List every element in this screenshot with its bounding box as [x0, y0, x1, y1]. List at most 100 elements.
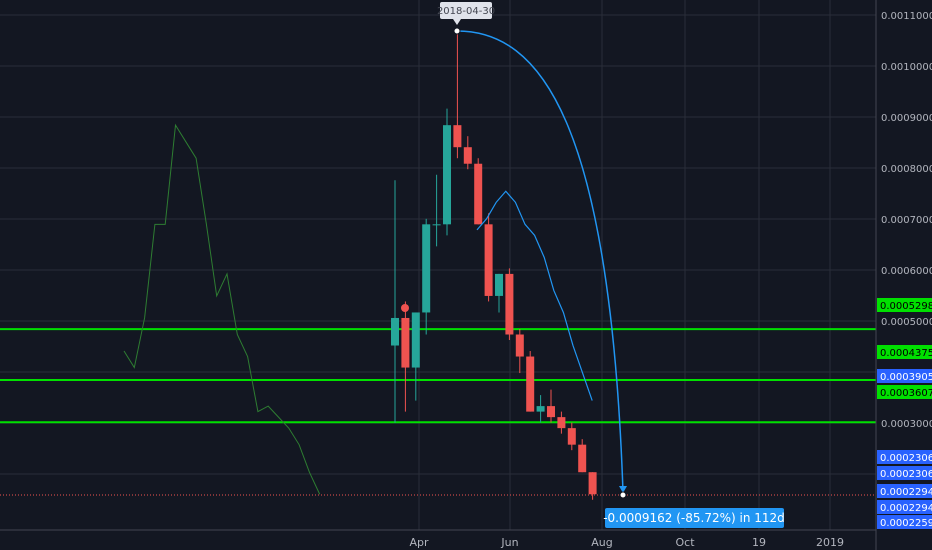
price-label: 0.0002294 [877, 484, 932, 498]
price-label: 0.0002306 [877, 466, 932, 480]
start-date-text: 2018-04-30 [437, 6, 495, 17]
price-label-bg [877, 466, 932, 480]
candle [557, 411, 566, 434]
candle-body [453, 125, 462, 148]
blue-moving-average [476, 190, 593, 401]
candle [578, 439, 587, 473]
candle [588, 472, 597, 500]
price-label-text: 0.0002294 [880, 487, 932, 498]
price-axis-ticks: 0.0011000 0.0010000 0.0009000 0.0008000 0.00… [881, 11, 932, 430]
x-tick-label: 2019 [816, 536, 844, 549]
price-label-bg [877, 450, 932, 464]
arc-start-point[interactable] [453, 27, 461, 35]
candle [547, 389, 555, 423]
candle [411, 312, 420, 401]
y-tick-label: 0.0006000 [881, 266, 932, 277]
candle [495, 273, 503, 313]
candle-body [463, 147, 472, 164]
y-tick-label: 0.0010000 [881, 62, 932, 73]
candle [505, 268, 514, 341]
candle-body [567, 428, 576, 445]
price-label-text: 0.0005298 [880, 301, 932, 312]
green-ma-line [123, 123, 321, 495]
candle-body [578, 444, 587, 473]
price-label: 0.0004375 [877, 345, 932, 359]
price-label-bg [877, 298, 932, 312]
price-label-text: 0.0002259 [880, 518, 932, 529]
price-label-text: 0.0002306 [880, 469, 932, 480]
candle-body [411, 312, 420, 368]
candle-body [432, 224, 441, 226]
candle-body [443, 125, 451, 225]
candle [463, 136, 472, 170]
candles [391, 31, 597, 500]
candle [484, 213, 493, 302]
price-label-bg [877, 385, 932, 399]
price-axis-labels: 0.0005298 0.0004375 0.0003905 0.0003607 0.00… [877, 298, 932, 529]
candle [432, 174, 441, 247]
price-label-bg [877, 369, 932, 383]
candle [453, 31, 462, 159]
x-tick-label: Aug [591, 536, 612, 549]
price-label: 0.0003607 [877, 385, 932, 399]
price-label-text: 0.0002306 [880, 453, 932, 464]
candle-body [526, 356, 535, 412]
candle-body [536, 406, 545, 412]
candle [443, 108, 451, 236]
candle [401, 301, 410, 412]
blue-ma-line [476, 190, 593, 401]
x-tick-label: 19 [752, 536, 766, 549]
candle-body [422, 224, 431, 313]
y-tick-label: 0.0008000 [881, 164, 932, 175]
candle-body [547, 406, 555, 418]
x-tick-label: Apr [409, 536, 429, 549]
candle-body [495, 273, 503, 296]
candle [474, 158, 483, 225]
price-label-text: 0.0003905 [880, 372, 932, 383]
x-tick-label: Jun [500, 536, 518, 549]
y-tick-label: 0.0011000 [881, 11, 932, 22]
candle [515, 328, 524, 374]
y-tick-label: 0.0005000 [881, 317, 932, 328]
candle-body [557, 417, 566, 429]
candle-body [515, 334, 524, 357]
price-label-text: 0.0004375 [880, 348, 932, 359]
price-label-bg [877, 515, 932, 529]
projection-summary-text: -0.0009162 (-85.72%) in 112d [603, 511, 785, 525]
price-label: 0.0005298 [877, 298, 932, 312]
candle [526, 351, 535, 412]
price-label: 0.0003905 [877, 369, 932, 383]
horizontal-levels[interactable] [0, 328, 876, 424]
candle-body [505, 273, 514, 335]
y-tick-label: 0.0003000 [881, 419, 932, 430]
candle-body [391, 317, 399, 346]
price-label: 0.0002306 [877, 450, 932, 464]
green-moving-average [123, 123, 321, 495]
candle-body [484, 224, 493, 296]
x-tick-label: Oct [675, 536, 695, 549]
time-axis-ticks: Apr Jun Aug Oct 19 2019 [409, 536, 844, 549]
candle [422, 218, 431, 335]
candle [567, 422, 576, 451]
candle-body [401, 317, 410, 368]
y-tick-label: 0.0007000 [881, 215, 932, 226]
price-label-bg [877, 500, 932, 514]
grid [0, 0, 876, 530]
price-label-text: 0.0002294 [880, 503, 932, 514]
candle [391, 180, 399, 423]
price-label-bg [877, 345, 932, 359]
price-label-bg [877, 484, 932, 498]
price-label-text: 0.0003607 [880, 388, 932, 399]
start-date-label: 2018-04-30 [437, 2, 495, 25]
price-label: 0.0002259 [877, 515, 932, 529]
candle [536, 395, 545, 423]
projection-arrowhead [619, 486, 627, 493]
projection-summary-badge: -0.0009162 (-85.72%) in 112d [603, 508, 785, 528]
arc-end-point[interactable] [619, 491, 627, 499]
price-marker [401, 304, 409, 312]
y-tick-label: 0.0009000 [881, 113, 932, 124]
price-label: 0.0002294 [877, 500, 932, 514]
candle-body [588, 472, 597, 495]
